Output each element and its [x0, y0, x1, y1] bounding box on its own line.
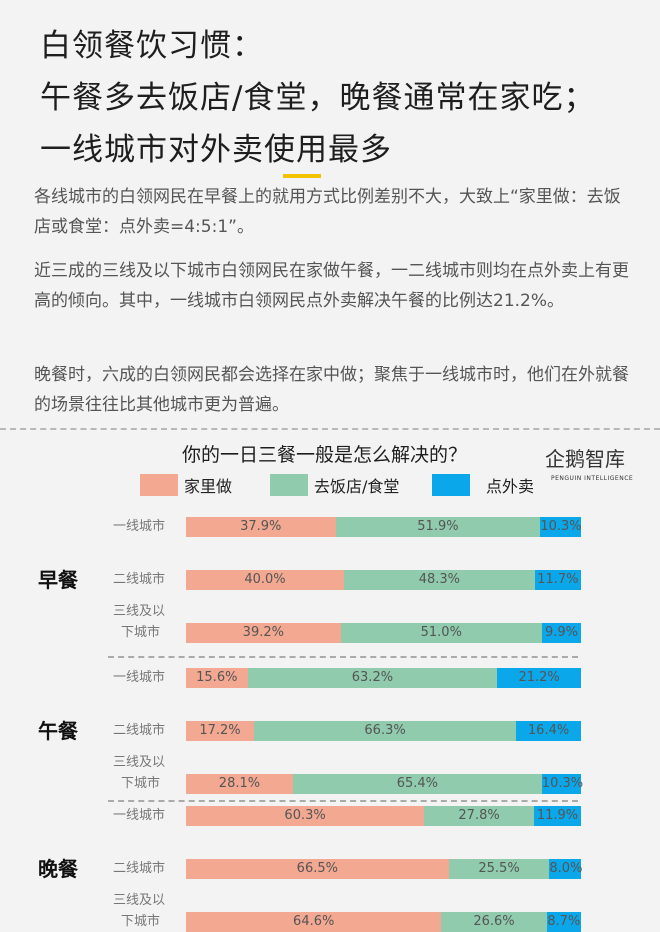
section-divider — [0, 428, 660, 430]
bar-segment-home — [186, 623, 341, 643]
summary-paragraph-1: 各线城市的白领网民在早餐上的就用方式比例差别不大，大致上“家里做：去饭店或食堂：… — [34, 187, 621, 237]
bar-segment-home — [186, 806, 425, 826]
bar-segment-takeout — [540, 517, 581, 537]
bar-value-label: 40.0% — [244, 572, 286, 587]
legend-label-canteen: 去饭店/食堂 — [314, 477, 400, 496]
city-label: 二线城市 — [113, 861, 166, 876]
bar-value-label: 25.5% — [478, 861, 520, 876]
bar-segment-home — [186, 774, 293, 794]
bar-segment-canteen — [344, 570, 535, 590]
bar-segment-canteen — [292, 774, 542, 794]
bar-segment-canteen — [247, 668, 498, 688]
bar-value-label: 51.9% — [417, 519, 459, 534]
bar-segment-canteen — [340, 623, 542, 643]
bar-value-label: 51.0% — [420, 625, 462, 640]
headline-line-1: 白领餐饮习惯： — [40, 28, 264, 64]
bar-value-label: 16.4% — [527, 723, 570, 738]
legend-swatch-takeout — [432, 474, 470, 496]
legend-swatch-home — [140, 474, 178, 496]
meal-label-lunch: 午餐 — [38, 719, 78, 743]
bar-value-label: 17.2% — [199, 723, 241, 738]
bar-segment-takeout — [549, 859, 581, 879]
bar-segment-canteen — [448, 859, 550, 879]
headline-underline-accent — [283, 174, 321, 178]
summary-paragraph-3: 晚餐时，六成的白领网民都会选择在家中做；聚焦于一线城市时，他们在外就餐的场景往往… — [34, 365, 629, 415]
city-label: 三线及以 下城市 — [113, 755, 166, 791]
bar-value-label: 66.3% — [364, 723, 406, 738]
bar-segment-home — [186, 859, 449, 879]
bar-segment-takeout — [497, 668, 581, 688]
logo-text: 企鹅智库 — [545, 447, 625, 471]
legend-label-home: 家里做 — [184, 477, 233, 496]
headline-line-3: 一线城市对外卖使用最多 — [40, 132, 392, 168]
summary-paragraph-2: 近三成的三线及以下城市白领网民在家做午餐，一二线城市则均在点外卖上有更高的倾向。… — [34, 261, 629, 311]
bar-value-label: 8.7% — [547, 914, 581, 929]
city-label: 三线及以 下城市 — [113, 893, 166, 929]
bar-value-label: 60.3% — [284, 808, 326, 823]
bar-segment-home — [186, 517, 336, 537]
bar-segment-canteen — [254, 721, 517, 741]
bar-segment-takeout — [533, 806, 581, 826]
legend-item-takeout: 点外卖 — [432, 474, 534, 496]
bar-value-label: 21.2% — [518, 670, 560, 685]
penguin-intelligence-logo: 企鹅智库 PENGUIN INTELLIGENCE — [545, 443, 650, 483]
city-label: 一线城市 — [113, 670, 166, 685]
bar-segment-canteen — [335, 517, 541, 537]
legend-item-home: 家里做 — [140, 474, 232, 496]
bar-value-label: 8.0% — [549, 861, 583, 876]
bar-value-label: 64.6% — [293, 914, 335, 929]
bar-value-label: 39.2% — [242, 625, 284, 640]
bar-segment-takeout — [541, 623, 581, 643]
bar-value-label: 10.3% — [541, 776, 584, 791]
city-label: 二线城市 — [113, 723, 166, 738]
legend-swatch-canteen — [270, 474, 308, 496]
city-label: 二线城市 — [113, 572, 166, 587]
bar-value-label: 15.6% — [196, 670, 238, 685]
bar-value-label: 11.9% — [536, 808, 579, 823]
bar-segment-takeout — [541, 774, 581, 794]
legend-label-takeout: 点外卖 — [486, 477, 535, 496]
headline-line-2: 午餐多去饭店/食堂，晚餐通常在家吃； — [40, 80, 596, 116]
bar-value-label: 37.9% — [240, 519, 282, 534]
group-divider — [108, 656, 578, 658]
bar-value-label: 11.7% — [537, 572, 579, 587]
bar-value-label: 26.6% — [473, 914, 515, 929]
legend-item-canteen: 去饭店/食堂 — [270, 474, 399, 496]
city-label: 一线城市 — [113, 808, 166, 823]
bar-segment-canteen — [424, 806, 534, 826]
bar-value-label: 10.3% — [540, 519, 582, 534]
bar-segment-home — [186, 721, 254, 741]
bar-segment-takeout — [534, 570, 581, 590]
bar-value-label: 27.8% — [458, 808, 500, 823]
bar-segment-home — [186, 668, 248, 688]
bar-value-label: 66.5% — [296, 861, 338, 876]
meal-label-dinner: 晚餐 — [38, 857, 78, 881]
bar-segment-takeout — [516, 721, 581, 741]
bar-value-label: 48.3% — [418, 572, 461, 587]
logo-subtext: PENGUIN INTELLIGENCE — [551, 475, 634, 482]
meal-label-breakfast: 早餐 — [38, 568, 78, 592]
city-label: 三线及以 下城市 — [113, 604, 166, 640]
bar-value-label: 28.1% — [218, 776, 261, 791]
group-divider — [108, 800, 578, 802]
chart-title: 你的一日三餐一般是怎么解决的？ — [182, 444, 468, 466]
bar-value-label: 9.9% — [544, 625, 578, 640]
city-label: 一线城市 — [113, 519, 166, 534]
bar-value-label: 63.2% — [351, 670, 394, 685]
bar-value-label: 65.4% — [396, 776, 438, 791]
bar-segment-home — [186, 570, 344, 590]
